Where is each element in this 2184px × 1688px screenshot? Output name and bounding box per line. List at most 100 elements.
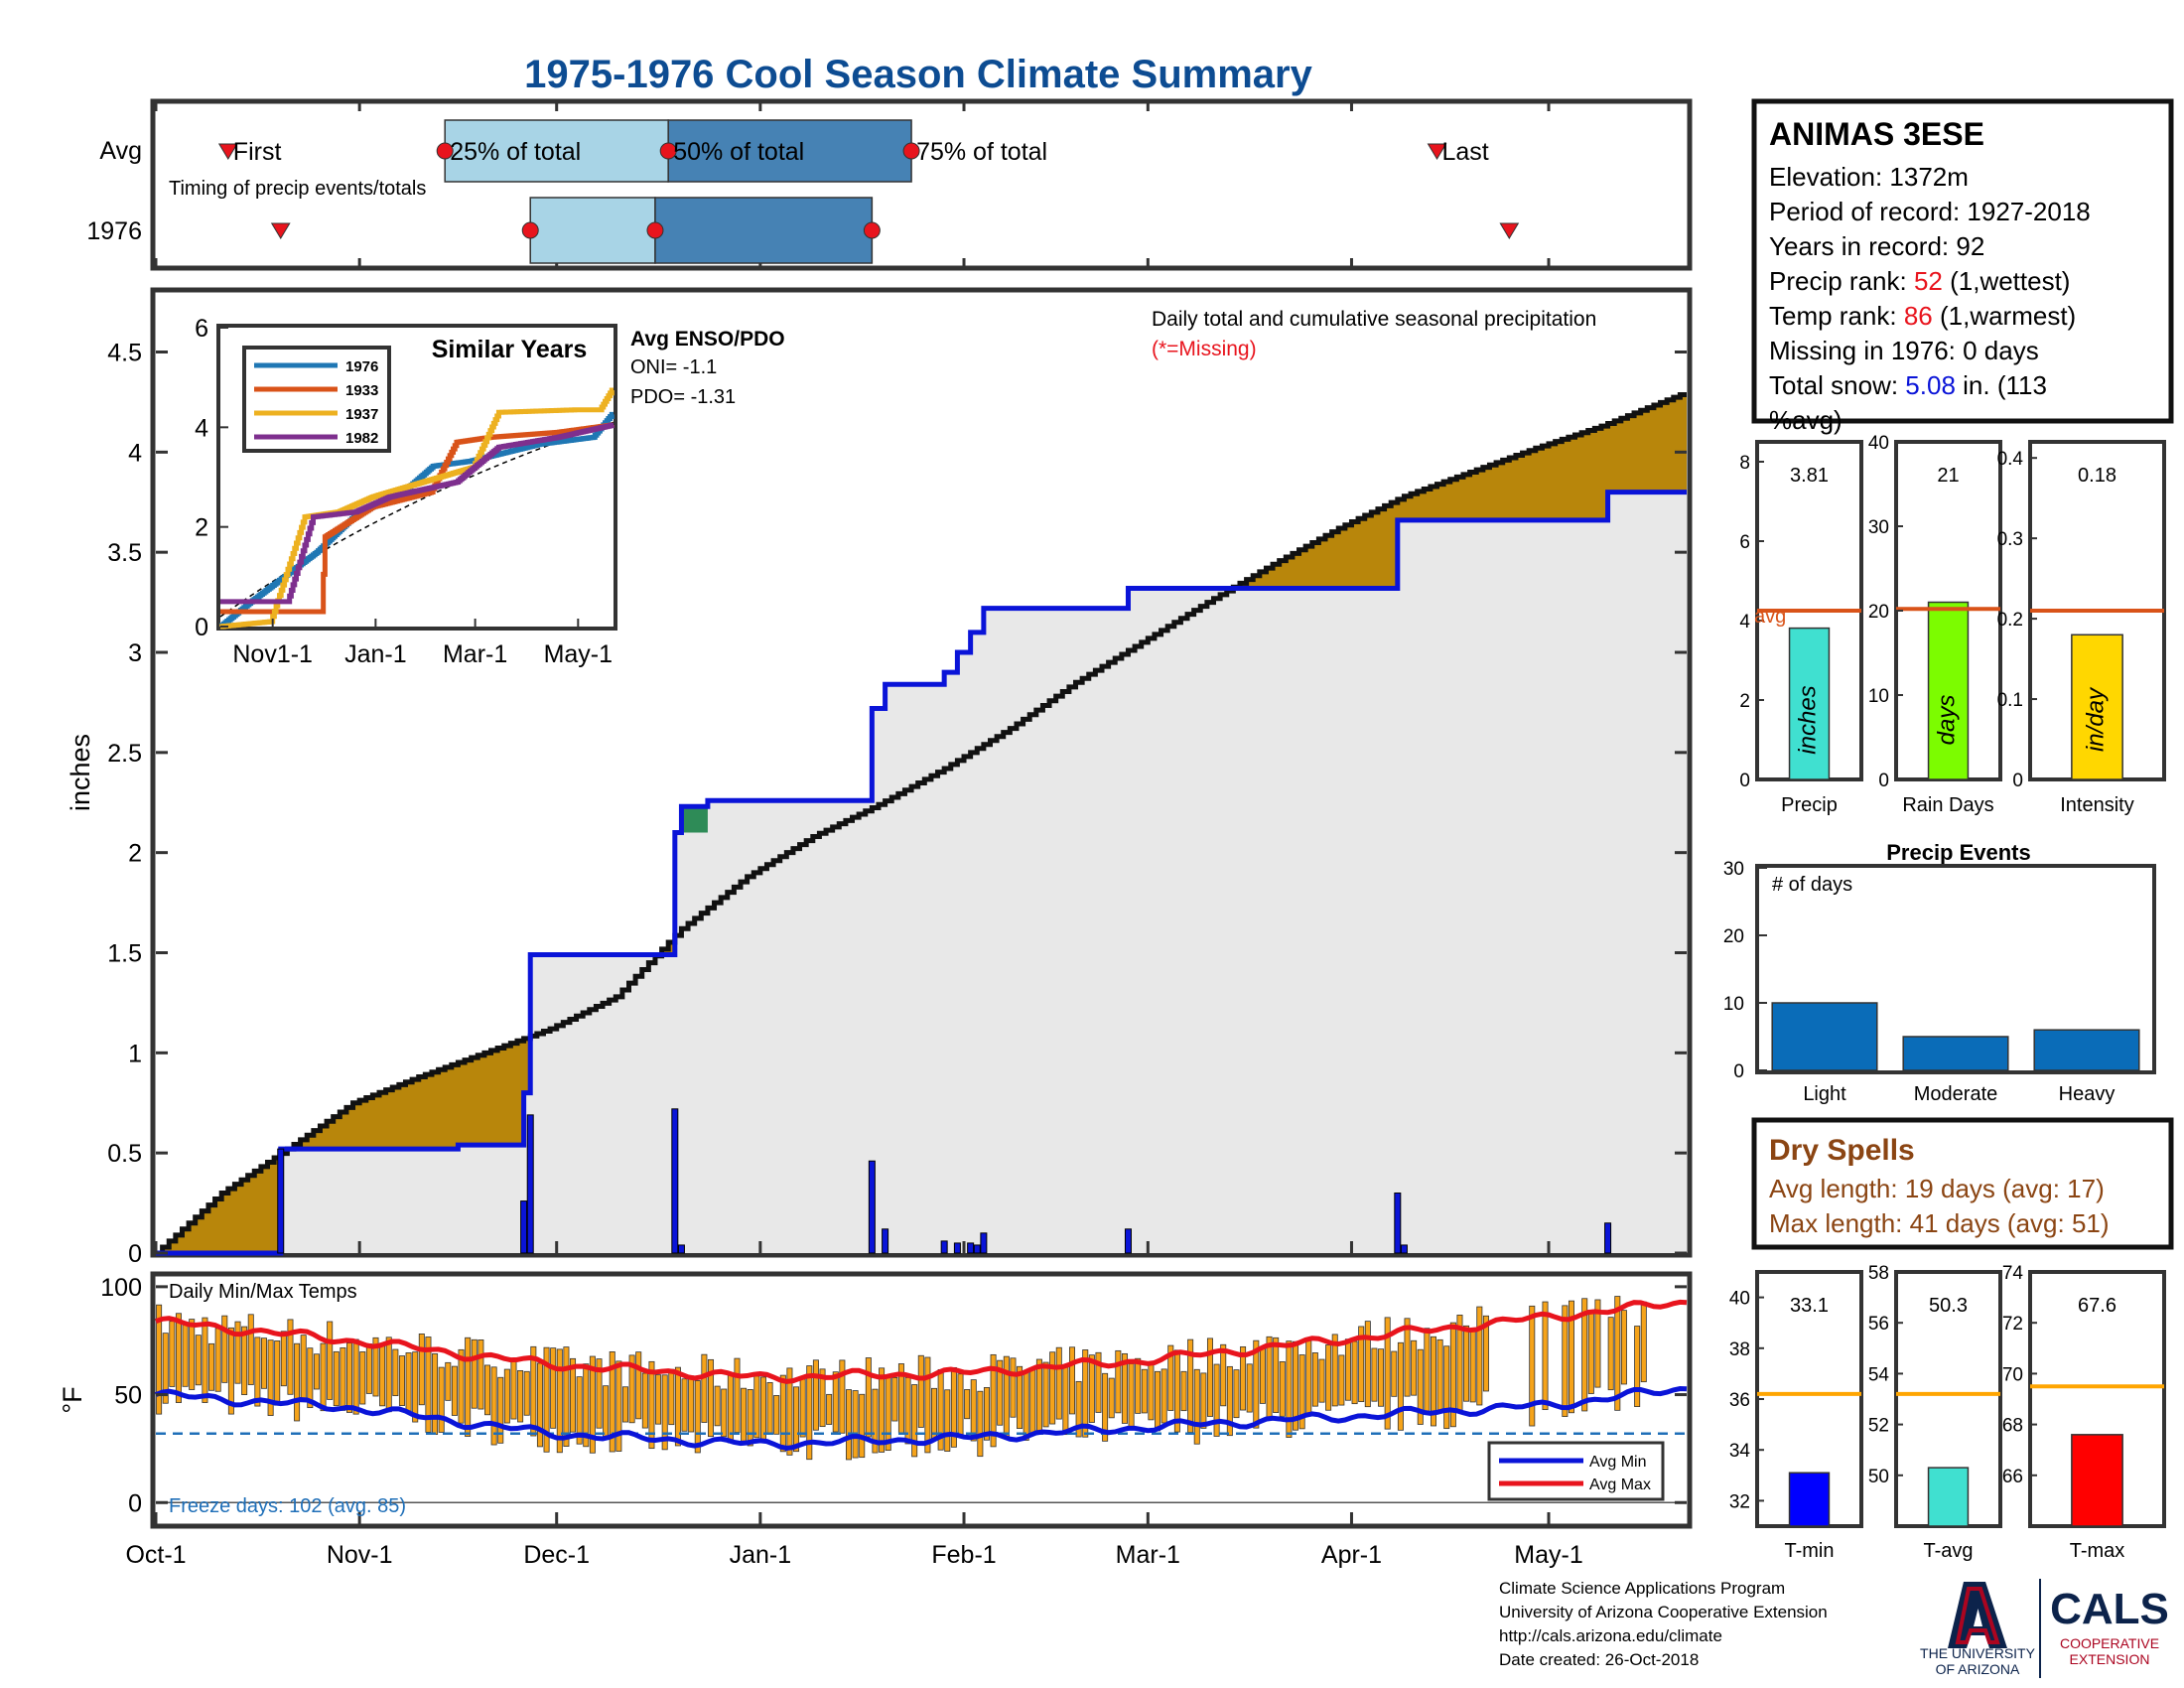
daily-temp-bar: [957, 1373, 964, 1437]
daily-precip-bar: [953, 1242, 961, 1254]
daily-temp-bar: [1062, 1365, 1069, 1436]
daily-temp-bar: [1318, 1358, 1325, 1403]
daily-temp-bar: [517, 1369, 524, 1423]
daily-temp-bar: [478, 1339, 484, 1410]
daily-temp-bar: [503, 1368, 510, 1424]
temp-mini-value-label: 67.6: [2078, 1295, 2116, 1317]
daily-temp-bar: [832, 1371, 839, 1433]
page-title: 1975-1976 Cool Season Climate Summary: [524, 53, 1312, 96]
timing-avg-event-marker: [217, 143, 238, 160]
precip-mini-ytick-label: 30: [1868, 517, 1889, 538]
daily-temp-bar: [596, 1358, 603, 1429]
precip-events-title: Precip Events: [1886, 840, 2031, 865]
month-tick-label: Jan-1: [730, 1541, 792, 1569]
timing-1976-bar-50-75: [654, 197, 874, 264]
daily-temp-bar: [1095, 1351, 1102, 1413]
precip-events-subtitle: # of days: [1772, 874, 1852, 896]
daily-temp-bar: [1286, 1340, 1293, 1439]
dry-spells-avg: Avg length: 19 days (avg: 17): [1769, 1174, 2105, 1203]
footer-line4: Date created: 26-Oct-2018: [1499, 1650, 1700, 1669]
daily-temp-bar: [1344, 1338, 1351, 1401]
daily-temp-bar: [1180, 1370, 1187, 1412]
precip-mini-category-label: Precip: [1781, 794, 1838, 816]
daily-temp-bar: [819, 1368, 826, 1428]
missing-note: (*=Missing): [1152, 338, 1257, 360]
main-ytick-label: 4.5: [107, 340, 142, 367]
timing-avg-bar-50-75: [667, 119, 912, 183]
daily-temp-bar: [615, 1360, 622, 1452]
daily-temp-bar: [1115, 1349, 1122, 1414]
daily-temp-bar: [681, 1378, 688, 1432]
inset-legend-label: 1933: [345, 382, 378, 399]
precip-summary-bars: 3.81 Precip 0 2 4 6 8 inches 21 Rain Days 0 10 20 30 4…: [1739, 433, 2166, 816]
temp-summary-bars: 33.1 T-min 32 34 36 38 40 50.3 T-avg 50 52 54 56 58 67…: [1729, 1263, 2166, 1562]
daily-temp-bar: [510, 1359, 517, 1420]
precip-mini-value-label: 0.18: [2078, 465, 2116, 487]
temp-mini-ytick-label: 66: [2002, 1467, 2023, 1487]
daily-temp-bar: [221, 1315, 228, 1383]
main-ytick-label: 3.5: [107, 539, 142, 567]
daily-temp-bar: [392, 1348, 399, 1397]
daily-temp-bar: [523, 1370, 530, 1416]
daily-temp-bar: [405, 1352, 412, 1412]
inset-series-line: [219, 387, 614, 630]
daily-precip-bar: [1400, 1244, 1408, 1254]
daily-temp-bar: [365, 1343, 372, 1394]
timing-avg-percentile-marker: [659, 142, 677, 160]
daily-temp-bar: [1411, 1339, 1418, 1396]
temp-mini-bar: [1927, 1467, 1970, 1527]
daily-temp-bar: [1443, 1345, 1450, 1430]
temp-mini-ytick-label: 68: [2002, 1416, 2023, 1437]
month-tick-label: Mar-1: [1116, 1541, 1180, 1569]
temp-ytick-label: 0: [128, 1489, 142, 1517]
timing-1976-event-marker: [1499, 222, 1520, 239]
main-annotation: Daily total and cumulative seasonal prec…: [1152, 308, 1596, 331]
daily-temp-bar: [214, 1328, 221, 1392]
daily-temp-bar: [1279, 1360, 1286, 1417]
ua-line2: OF ARIZONA: [1936, 1661, 2020, 1677]
daily-temp-bar: [398, 1355, 405, 1406]
temp-mini-ytick-label: 72: [2002, 1314, 2023, 1335]
daily-temp-bar: [753, 1375, 760, 1439]
daily-temp-bar: [189, 1319, 196, 1390]
timing-row-1976: 1976: [86, 217, 142, 245]
daily-temp-bar: [747, 1389, 753, 1447]
daily-temp-bar: [471, 1338, 478, 1409]
temp-mini-ytick-label: 40: [1729, 1289, 1750, 1310]
daily-temp-bar: [1042, 1361, 1049, 1428]
daily-temp-bar: [1607, 1317, 1614, 1391]
event-bar: [1771, 1002, 1878, 1071]
daily-temp-bar: [1620, 1310, 1627, 1385]
daily-temp-bar: [721, 1388, 728, 1438]
footer-credits: Climate Science Applications Program Uni…: [1499, 1577, 1828, 1672]
station-precip-rank: Precip rank: 52 (1,wettest): [1769, 266, 2070, 296]
temp-mini-bar: [2071, 1434, 2123, 1527]
daily-temp-bar: [1155, 1370, 1161, 1432]
station-missing: Missing in 1976: 0 days: [1769, 336, 2039, 365]
daily-temp-bar: [280, 1331, 287, 1387]
daily-temp-bar: [812, 1359, 819, 1431]
daily-precip-bar: [520, 1200, 528, 1254]
event-category-label: Moderate: [1914, 1083, 1998, 1105]
temp-mini-ytick-label: 38: [1729, 1339, 1750, 1360]
daily-temp-bar: [688, 1375, 695, 1433]
daily-temp-bar: [793, 1386, 800, 1453]
daily-temp-bar: [1634, 1326, 1641, 1407]
daily-temp-bar: [1417, 1348, 1424, 1425]
daily-temp-bar: [1404, 1318, 1411, 1397]
daily-temp-bar: [208, 1342, 215, 1391]
temp-mini-ytick-label: 50: [1868, 1467, 1889, 1487]
month-tick-label: Apr-1: [1321, 1541, 1382, 1569]
footer-line1: Climate Science Applications Program: [1499, 1579, 1786, 1598]
daily-temp-bar: [1003, 1355, 1010, 1439]
daily-temp-bar: [432, 1353, 439, 1435]
daily-temp-bar: [1226, 1365, 1233, 1437]
timing-avg-label: First: [233, 138, 282, 166]
cals-sub1: COOPERATIVE: [2060, 1635, 2159, 1651]
daily-temp-bar: [924, 1356, 931, 1454]
daily-temp-bar: [806, 1365, 813, 1461]
temp-mini-category-label: T-avg: [1923, 1540, 1973, 1562]
daily-temp-bar: [1371, 1347, 1378, 1402]
daily-temp-bar: [839, 1359, 846, 1434]
